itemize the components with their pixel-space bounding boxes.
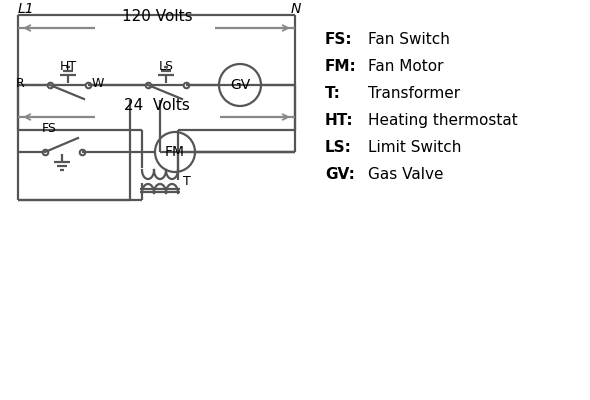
Text: FS: FS <box>41 122 57 135</box>
Text: GV:: GV: <box>325 167 355 182</box>
Text: LS: LS <box>159 60 173 73</box>
Text: T: T <box>183 175 191 188</box>
Text: N: N <box>291 2 301 16</box>
Text: Limit Switch: Limit Switch <box>368 140 461 155</box>
Text: Heating thermostat: Heating thermostat <box>368 113 518 128</box>
Text: Transformer: Transformer <box>368 86 460 101</box>
Text: W: W <box>92 77 104 90</box>
Text: 24  Volts: 24 Volts <box>124 98 190 113</box>
Text: Fan Motor: Fan Motor <box>368 59 444 74</box>
Text: Gas Valve: Gas Valve <box>368 167 444 182</box>
Text: FM: FM <box>165 145 185 159</box>
Text: R: R <box>15 77 24 90</box>
Text: 120 Volts: 120 Volts <box>122 9 192 24</box>
Text: FM:: FM: <box>325 59 357 74</box>
Text: LS:: LS: <box>325 140 352 155</box>
Text: L1: L1 <box>18 2 35 16</box>
Text: Fan Switch: Fan Switch <box>368 32 450 47</box>
Text: FS:: FS: <box>325 32 353 47</box>
Text: HT: HT <box>60 60 77 73</box>
Text: HT:: HT: <box>325 113 353 128</box>
Text: GV: GV <box>230 78 250 92</box>
Text: T:: T: <box>325 86 341 101</box>
